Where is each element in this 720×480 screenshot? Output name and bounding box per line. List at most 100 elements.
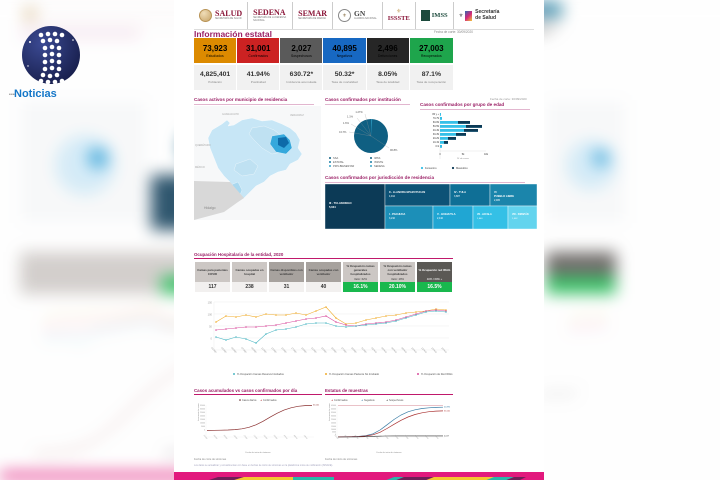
svg-text:IV - TULA: IV - TULA [454, 190, 466, 194]
svg-text:14/sep: 14/sep [430, 347, 437, 354]
svg-text:40-49: 40-49 [433, 129, 440, 132]
svg-text:Casos diarios: Casos diarios [242, 399, 257, 402]
svg-text:Hidalgo: Hidalgo [204, 206, 216, 210]
svg-text:16/sep: 16/sep [440, 347, 447, 354]
svg-text:Sospechosos: Sospechosos [389, 399, 404, 402]
svg-text:45000: 45000 [331, 405, 336, 407]
svg-text:11/ago: 11/ago [260, 347, 267, 354]
svg-text:% Ocupación Camas Paciente No: % Ocupación Camas Paciente No Intubado [329, 372, 380, 376]
svg-text:Negativos: Negativos [364, 399, 375, 402]
svg-text:25/ago: 25/ago [263, 435, 268, 440]
svg-text:23/ago: 23/ago [320, 347, 327, 354]
svg-text:17/ago: 17/ago [290, 347, 297, 354]
svg-text:SEDENA: SEDENA [374, 164, 385, 168]
svg-text:80 y +: 80 y + [432, 113, 439, 116]
svg-text:30000: 30000 [200, 409, 205, 411]
svg-text:05/ago: 05/ago [344, 435, 349, 440]
svg-text:5k: 5k [462, 153, 465, 156]
svg-text:08/sep: 08/sep [400, 347, 407, 354]
svg-text:6891: 6891 [480, 130, 486, 132]
svg-text:PRIV-BIENESTAR: PRIV-BIENESTAR [333, 164, 354, 168]
svg-text:III - TULANCINGO: III - TULANCINGO [329, 201, 352, 205]
svg-text:07/ago: 07/ago [240, 347, 247, 354]
svg-text:13/ago: 13/ago [270, 347, 277, 354]
svg-text:Femenino: Femenino [425, 166, 437, 170]
svg-text:17/ago: 17/ago [374, 435, 379, 440]
svg-text:2706: 2706 [458, 138, 464, 140]
svg-text:0: 0 [204, 430, 205, 432]
svg-text:Incremento de casos: Incremento de casos [197, 403, 200, 421]
svg-text:3,210: 3,210 [389, 217, 396, 220]
svg-text:27/ago: 27/ago [340, 347, 347, 354]
svg-text:05/ago: 05/ago [213, 435, 218, 440]
svg-text:ESTATAL: ESTATAL [333, 160, 345, 164]
svg-text:Confirmados: Confirmados [334, 399, 348, 402]
svg-text:VII - JACALA: VII - JACALA [477, 213, 492, 216]
svg-text:VI: VI [494, 190, 497, 194]
svg-text:MÉXICO: MÉXICO [195, 166, 205, 169]
svg-text:4560: 4560 [468, 134, 474, 136]
svg-text:Masculino: Masculino [456, 166, 468, 170]
svg-text:70-79: 70-79 [433, 117, 440, 120]
svg-text:5,634: 5,634 [329, 205, 336, 209]
svg-text:17/ago: 17/ago [243, 435, 248, 440]
svg-text:➔: ➔ [386, 399, 388, 402]
svg-text:2,905: 2,905 [494, 199, 501, 202]
svg-text:SSA: SSA [333, 156, 338, 160]
svg-text:2,410: 2,410 [437, 217, 444, 220]
svg-text:25000: 25000 [200, 412, 205, 414]
svg-text:10/sep: 10/sep [410, 347, 417, 354]
svg-text:15000: 15000 [331, 426, 336, 428]
svg-text:35000: 35000 [200, 405, 205, 407]
svg-text:PUEBLO LIBRE: PUEBLO LIBRE [494, 194, 514, 198]
svg-text:1,402: 1,402 [512, 218, 518, 220]
svg-text:29/ago: 29/ago [404, 435, 409, 440]
svg-text:I - PACHUCA: I - PACHUCA [389, 212, 405, 216]
svg-text:25/ago: 25/ago [330, 347, 337, 354]
svg-text:0: 0 [211, 337, 213, 341]
svg-text:0: 0 [439, 153, 441, 156]
svg-text:➔: ➔ [331, 399, 333, 402]
svg-text:40,895: 40,895 [444, 407, 451, 409]
svg-text:1.1%: 1.1% [347, 115, 354, 119]
svg-text:01/ago: 01/ago [210, 347, 217, 354]
svg-text:02/sep: 02/sep [370, 347, 377, 354]
svg-text:60-69: 60-69 [433, 121, 440, 124]
svg-text:5000: 5000 [201, 426, 205, 428]
svg-text:QUERÉTARO: QUERÉTARO [195, 144, 211, 147]
svg-text:➔: ➔ [361, 399, 363, 402]
svg-text:50-59: 50-59 [433, 125, 440, 128]
svg-text:10-19: 10-19 [433, 141, 440, 144]
svg-text:4989: 4989 [472, 122, 478, 124]
svg-text:0-9: 0-9 [436, 145, 440, 148]
svg-text:1163: 1163 [450, 142, 455, 144]
svg-text:13/ago: 13/ago [233, 435, 238, 440]
svg-text:21/ago: 21/ago [384, 435, 389, 440]
svg-text:ISSSTE: ISSSTE [374, 160, 383, 164]
svg-text:40000: 40000 [331, 409, 336, 411]
svg-text:4,912: 4,912 [389, 195, 396, 198]
svg-text:20000: 20000 [200, 416, 205, 418]
svg-text:09/ago: 09/ago [223, 435, 228, 440]
svg-text:Fecha de inicio de síntomas: Fecha de inicio de síntomas [377, 451, 402, 454]
svg-text:10/sep: 10/sep [303, 435, 308, 440]
svg-text:15000: 15000 [200, 419, 205, 421]
svg-text:09/ago: 09/ago [354, 435, 359, 440]
svg-text:II - LLANURA EPAZOYUCAN: II - LLANURA EPAZOYUCAN [389, 190, 425, 194]
svg-text:100: 100 [208, 313, 213, 317]
svg-text:04/sep: 04/sep [380, 347, 387, 354]
svg-text:31,001: 31,001 [313, 405, 320, 407]
svg-text:1.6%: 1.6% [343, 121, 350, 125]
svg-text:25000: 25000 [331, 419, 336, 421]
svg-text:15/ago: 15/ago [280, 347, 287, 354]
svg-text:20-29: 20-29 [433, 137, 440, 140]
svg-text:10k: 10k [484, 153, 489, 156]
svg-text:02/sep: 02/sep [283, 435, 288, 440]
svg-text:➔: ➔ [260, 399, 262, 402]
svg-text:05/ago: 05/ago [230, 347, 237, 354]
svg-text:V - HUEJUTLA: V - HUEJUTLA [437, 212, 456, 216]
svg-text:96.8%: 96.8% [390, 148, 398, 152]
svg-text:29/ago: 29/ago [350, 347, 357, 354]
svg-text:19/ago: 19/ago [300, 347, 307, 354]
svg-text:50: 50 [209, 325, 212, 329]
